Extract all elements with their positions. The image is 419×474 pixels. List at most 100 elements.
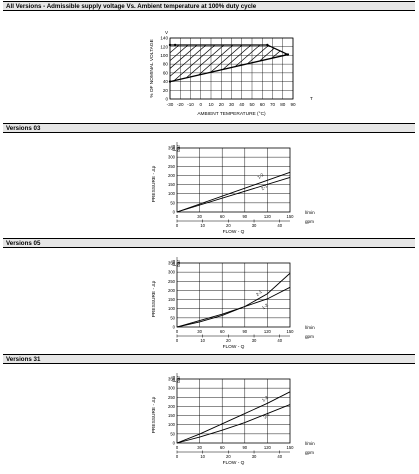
y-tick-label-psi: 100 [168, 422, 176, 427]
y-unit-label-bar: bar [176, 145, 181, 152]
y-tick-label-psi: 150 [168, 182, 176, 187]
section-header-all-versions: All Versions - Admissible supply voltage… [3, 1, 415, 11]
section-title: Versions 05 [6, 240, 41, 247]
y-tick-label: 80 [163, 62, 169, 67]
flow-pressure-chart-31: 0 30 60 90 120 150 0 50 100 150 200 250 300 350 0 10 20 3… [151, 373, 315, 466]
x-tick-label-gpm: 30 [252, 454, 257, 459]
y-tick-label-psi: 0 [173, 325, 176, 330]
series-line [176, 404, 291, 444]
y-unit-label-psi: psi [171, 260, 176, 266]
x-tick-label: 0 [199, 102, 202, 107]
x-unit-label-gpm: gpm [305, 219, 314, 224]
section-title: Versions 03 [6, 125, 41, 132]
y-tick-label: 40 [163, 79, 169, 84]
x-tick-label-gpm: 0 [176, 454, 179, 459]
y-tick-label-psi: 50 [170, 315, 175, 320]
hatch-line [324, 38, 394, 99]
y-tick-label-psi: 200 [168, 404, 176, 409]
series-label: 2-1 [255, 289, 264, 297]
x-tick-label-gpm: 40 [277, 338, 282, 343]
x-tick-label: -20 [177, 102, 184, 107]
x-tick-label: 20 [219, 102, 225, 107]
x-tick-label-gpm: 20 [226, 223, 231, 228]
series-label: 1-2 [261, 302, 270, 310]
y-unit-label-psi: psi [171, 145, 176, 151]
x-tick-label-lmin: 30 [197, 214, 202, 219]
y-tick-label-psi: 0 [173, 210, 176, 215]
x-tick-label-gpm: 0 [176, 223, 179, 228]
hatch-line [233, 44, 288, 82]
x-unit-label-lmin: l/min [305, 210, 315, 215]
x-axis-title: AMBIENT TEMPERATURE (°C) [197, 111, 266, 117]
flow-pressure-chart-05: 0 30 60 90 120 150 0 50 100 150 200 250 300 350 0 10 20 3… [151, 257, 315, 350]
hatch-line [242, 44, 288, 82]
x-tick-label-gpm: 30 [252, 338, 257, 343]
y-unit-label-psi: psi [171, 376, 176, 382]
x-tick-label-lmin: 150 [287, 329, 295, 334]
series-line [176, 177, 291, 213]
hatch-line [170, 44, 215, 82]
series-label: 1-2 [256, 172, 265, 180]
x-unit-label-lmin: l/min [305, 441, 315, 446]
y-unit-label: V [165, 30, 169, 35]
x-tick-label-lmin: 150 [287, 445, 295, 450]
hatch-line [351, 38, 419, 99]
hatch-group [170, 38, 419, 99]
x-unit-label-gpm: gpm [305, 334, 314, 339]
section-header-versions-31: Versions 31 [3, 354, 415, 364]
y-tick-label: 60 [163, 70, 169, 75]
x-tick-label-gpm: 20 [226, 454, 231, 459]
x-tick-label-lmin: 60 [220, 329, 225, 334]
y-tick-label-psi: 300 [168, 270, 176, 275]
y-tick-label-psi: 50 [170, 431, 175, 436]
x-tick-label-gpm: 40 [277, 223, 282, 228]
y-unit-label-bar: bar [176, 260, 181, 267]
hatch-line [179, 44, 251, 82]
x-tick-label: -10 [187, 102, 194, 107]
y-tick-label-psi: 250 [168, 395, 176, 400]
x-tick-label-lmin: 120 [264, 329, 272, 334]
x-unit-label: T [310, 96, 313, 101]
data-point [173, 43, 177, 47]
y-tick-label-psi: 50 [170, 200, 175, 205]
y-tick-label-psi: 350 [168, 146, 176, 151]
x-tick-label-lmin: 120 [264, 445, 272, 450]
x-unit-label-gpm: gpm [305, 450, 314, 455]
x-tick-label-lmin: 90 [242, 329, 247, 334]
x-tick-label: 80 [280, 102, 286, 107]
x-tick-label-lmin: 0 [176, 329, 179, 334]
x-tick-label: 90 [290, 102, 296, 107]
series-line-lower [169, 53, 289, 83]
hatch-line [251, 44, 288, 82]
y-tick-label-psi: 100 [168, 306, 176, 311]
y-tick-label-psi: 150 [168, 413, 176, 418]
hatch-line [333, 38, 403, 99]
y-tick-label-psi: 250 [168, 279, 176, 284]
series-line-upper [170, 44, 289, 56]
y-tick-label-psi: 200 [168, 288, 176, 293]
hatch-line [197, 44, 269, 82]
data-point [286, 53, 290, 56]
hatch-line [170, 44, 206, 82]
y-tick-label-psi: 300 [168, 155, 176, 160]
y-tick-label: 120 [160, 44, 168, 49]
y-tick-label-psi: 350 [168, 261, 176, 266]
x-tick-label-lmin: 30 [197, 329, 202, 334]
plot-frame [176, 378, 291, 444]
section-header-versions-03: Versions 03 [3, 123, 415, 133]
hatch-line [306, 38, 376, 99]
x-tick-label-lmin: 30 [197, 445, 202, 450]
x-axis-title: FLOW - Q [223, 229, 245, 235]
x-tick-label: -30 [167, 102, 174, 107]
series-line [176, 171, 291, 213]
x-tick-label-lmin: 60 [220, 214, 225, 219]
x-tick-label-lmin: 150 [287, 214, 295, 219]
data-point [266, 43, 269, 47]
x-axis-title: FLOW - Q [223, 460, 245, 466]
flow-pressure-chart-03: 0 30 60 90 120 150 0 50 100 150 200 250 300 350 0 10 20 3… [151, 142, 315, 235]
hatch-line [170, 44, 242, 82]
x-unit-label-lmin: l/min [305, 325, 315, 330]
y-tick-label: 20 [163, 88, 169, 93]
x-tick-label-lmin: 90 [242, 214, 247, 219]
x-tick-label-lmin: 60 [220, 445, 225, 450]
